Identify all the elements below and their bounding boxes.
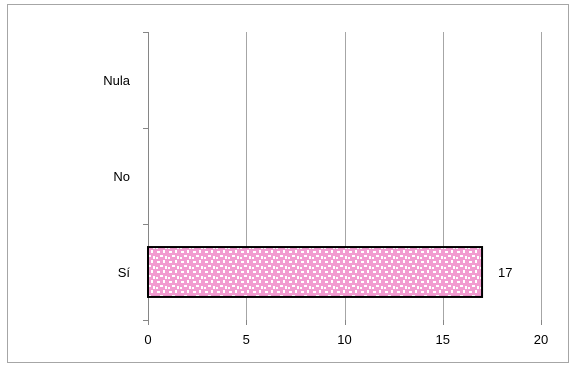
bars: [147, 246, 484, 298]
x-tick-label: 5: [243, 332, 250, 347]
y-category-label: No: [113, 169, 130, 184]
data-label: 17: [498, 265, 512, 280]
y-category-label: Nula: [103, 73, 131, 88]
x-tick-label: 15: [436, 332, 450, 347]
chart-frame: [7, 4, 569, 363]
x-tick-label: 0: [144, 332, 151, 347]
labels: 0 5 10 15 20 Sí No Nula 17: [103, 73, 548, 347]
x-tick-label: 10: [337, 332, 351, 347]
x-tick-label: 20: [534, 332, 548, 347]
y-category-label: Sí: [118, 265, 131, 280]
bar-sí: [147, 246, 484, 298]
